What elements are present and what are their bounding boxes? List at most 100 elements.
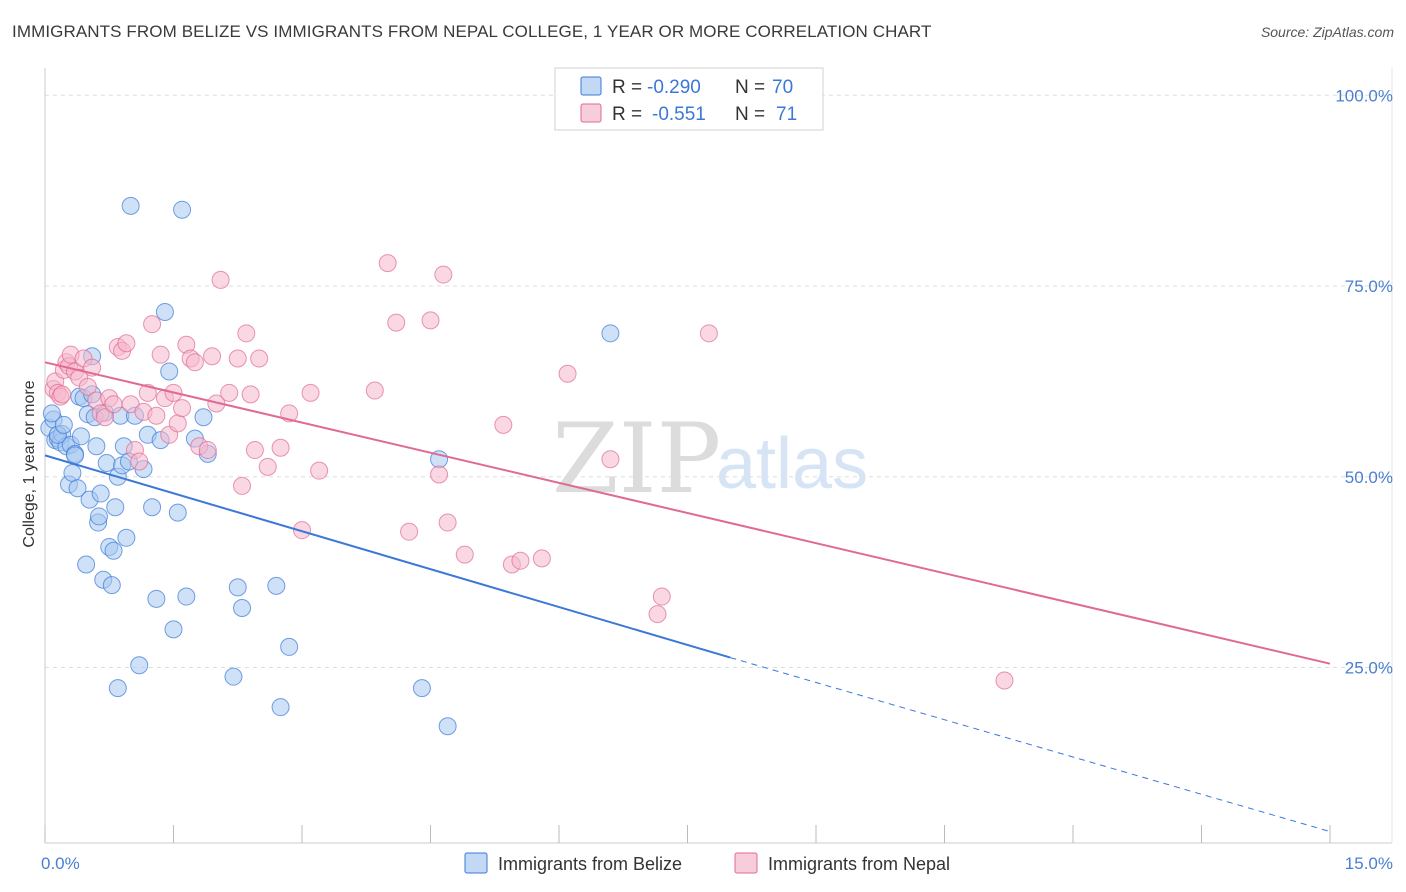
- nepal-point-48: [245, 441, 264, 460]
- belize-point-20: [87, 437, 106, 456]
- belize-point-55: [228, 578, 247, 597]
- nepal-point-60: [421, 311, 440, 330]
- belize-point-22: [89, 507, 108, 526]
- nepal-point-55: [310, 461, 329, 480]
- belize-point-69: [42, 404, 61, 423]
- belize-point-65: [54, 415, 73, 434]
- watermark: ZIP atlas: [552, 403, 868, 515]
- legend-swatch-nepal: [580, 103, 602, 123]
- belize-point-39: [130, 656, 149, 675]
- nepal-point-72: [648, 605, 667, 624]
- nepal-point-12: [78, 377, 97, 396]
- nepal-point-34: [173, 399, 192, 418]
- nepal-point-29: [151, 345, 170, 364]
- legend-belize-n-value: 70: [772, 77, 793, 98]
- y-tick-label-1: 50.0%: [1345, 468, 1393, 487]
- nepal-point-47: [241, 385, 260, 404]
- source-label: Source: ZipAtlas.com: [1260, 24, 1394, 40]
- nepal-point-24: [130, 452, 149, 471]
- legend-nepal-r-value: -0.551: [652, 104, 706, 125]
- trend-lines: [44, 361, 1331, 833]
- nepal-point-46: [237, 324, 256, 343]
- nepal-point-33: [168, 414, 187, 433]
- chart-title: IMMIGRANTS FROM BELIZE VS IMMIGRANTS FRO…: [12, 22, 932, 41]
- belize-point-62: [412, 679, 431, 698]
- series-belize-points: [40, 196, 620, 736]
- belize-trend-line: [44, 454, 731, 659]
- belize-point-29: [104, 541, 123, 560]
- nepal-point-18: [104, 395, 123, 414]
- belize-point-11: [68, 479, 87, 498]
- nepal-point-58: [387, 313, 406, 332]
- bottom-legend-swatch-nepal: [734, 852, 758, 874]
- belize-point-9: [63, 463, 82, 482]
- nepal-point-4: [53, 385, 72, 404]
- legend-nepal-n-label: N =: [735, 104, 765, 125]
- legend-belize-r-label: R =: [612, 77, 642, 98]
- legend: R = -0.290 N = 70 R = -0.551 N = 71: [554, 67, 824, 131]
- y-tick-labels: 25.0% 50.0% 75.0% 100.0%: [1335, 86, 1393, 677]
- belize-point-52: [194, 408, 213, 427]
- nepal-point-27: [143, 315, 162, 334]
- bottom-legend: Immigrants from Belize Immigrants from N…: [464, 852, 950, 874]
- belize-point-35: [117, 528, 136, 547]
- belize-point-61: [438, 717, 457, 736]
- x-tick-label-1: 15.0%: [1345, 854, 1393, 873]
- watermark-atlas: atlas: [716, 424, 868, 504]
- nepal-point-44: [228, 349, 247, 368]
- nepal-point-64: [455, 545, 474, 564]
- nepal-point-21: [117, 334, 136, 353]
- nepal-point-61: [430, 465, 449, 484]
- belize-point-57: [267, 576, 286, 595]
- belize-point-58: [271, 698, 290, 717]
- nepal-point-70: [601, 450, 620, 469]
- belize-point-43: [147, 589, 166, 608]
- nepal-point-63: [438, 513, 457, 532]
- legend-nepal-n-value: 71: [776, 104, 797, 125]
- legend-nepal-r-label: R =: [612, 104, 642, 125]
- nepal-point-26: [138, 383, 157, 402]
- bottom-legend-belize: Immigrants from Belize: [498, 854, 682, 874]
- belize-point-15: [77, 555, 96, 574]
- bottom-legend-nepal: Immigrants from Nepal: [768, 854, 950, 874]
- x-tick-labels: 0.0% 15.0%: [41, 854, 1393, 873]
- nepal-point-74: [995, 671, 1014, 690]
- nepal-point-68: [532, 549, 551, 568]
- nepal-point-42: [211, 270, 230, 289]
- belize-point-59: [280, 637, 299, 656]
- belize-point-47: [164, 620, 183, 639]
- belize-point-46: [160, 362, 179, 381]
- y-tick-label-0: 25.0%: [1345, 659, 1393, 678]
- y-axis-label: College, 1 year or more: [21, 380, 38, 547]
- nepal-point-49: [250, 349, 269, 368]
- belize-point-56: [233, 598, 252, 617]
- bottom-legend-swatch-belize: [464, 852, 488, 874]
- nepal-point-54: [301, 383, 320, 402]
- nepal-point-45: [233, 476, 252, 495]
- legend-swatch-belize: [580, 76, 602, 96]
- nepal-point-57: [378, 254, 397, 273]
- nepal-point-28: [147, 406, 166, 425]
- nepal-point-43: [220, 383, 239, 402]
- nepal-point-51: [271, 438, 290, 457]
- nepal-point-73: [699, 324, 718, 343]
- belize-point-23: [91, 484, 110, 503]
- legend-belize-r-value: -0.290: [647, 77, 701, 98]
- belize-trend-extension: [730, 657, 1331, 833]
- belize-point-54: [224, 667, 243, 686]
- grid-lines: [45, 94, 1392, 669]
- x-tick-label-0: 0.0%: [41, 854, 80, 873]
- belize-point-13: [71, 427, 90, 446]
- nepal-point-50: [258, 457, 277, 476]
- belize-point-63: [601, 324, 620, 343]
- belize-point-30: [106, 498, 125, 517]
- belize-point-66: [65, 446, 84, 465]
- nepal-point-59: [400, 522, 419, 541]
- nepal-point-65: [494, 415, 513, 434]
- nepal-trend-line: [44, 361, 1331, 665]
- belize-point-28: [102, 576, 121, 595]
- nepal-point-71: [652, 587, 671, 606]
- nepal-point-53: [293, 521, 311, 540]
- belize-point-48: [168, 503, 187, 522]
